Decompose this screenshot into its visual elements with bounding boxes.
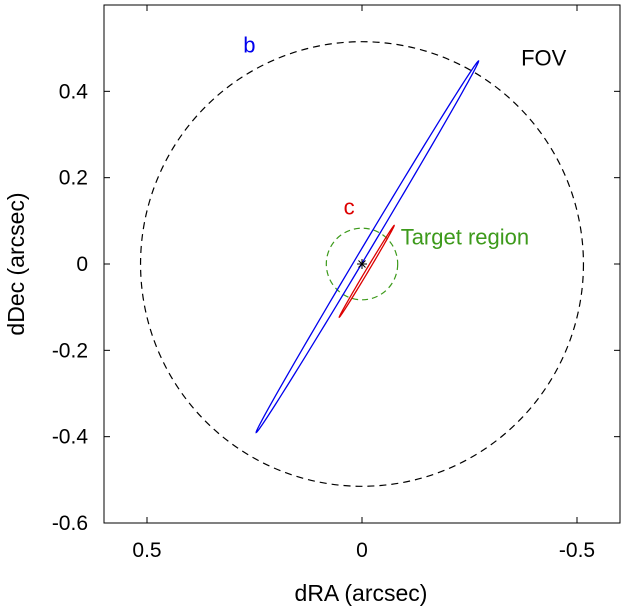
axis-ticks: 0.5 0 -0.5 0.4 0.2 0 -0.2 -0.4 -0.6 bbox=[52, 5, 620, 562]
annotations: FOV Target region b c bbox=[243, 32, 566, 249]
y-tick-label: 0 bbox=[76, 253, 88, 276]
center-marker-stroke bbox=[358, 260, 366, 268]
fov-label: FOV bbox=[521, 45, 567, 70]
y-tick-label: -0.6 bbox=[52, 512, 88, 535]
y-tick-label: 0.2 bbox=[59, 167, 88, 190]
plot-area bbox=[139, 41, 585, 487]
target-region-label: Target region bbox=[401, 225, 529, 250]
ellipse-b bbox=[255, 59, 480, 434]
fov-circle bbox=[139, 41, 585, 487]
x-tick-label: 0.5 bbox=[132, 539, 161, 562]
x-tick-label: -0.5 bbox=[559, 539, 595, 562]
y-tick-label: -0.2 bbox=[52, 339, 88, 362]
ellipse-c bbox=[338, 224, 395, 319]
target-region-circle bbox=[325, 227, 399, 301]
x-axis-label: dRA (arcsec) bbox=[295, 580, 428, 606]
y-tick-label: -0.4 bbox=[52, 426, 89, 449]
center-marker bbox=[357, 259, 367, 269]
x-tick-label: 0 bbox=[356, 539, 368, 562]
ellipse-label-b: b bbox=[243, 32, 255, 57]
y-tick-label: 0.4 bbox=[59, 80, 89, 103]
y-axis-label: dDec (arcsec) bbox=[3, 192, 29, 335]
ellipse-label-c: c bbox=[344, 194, 355, 219]
